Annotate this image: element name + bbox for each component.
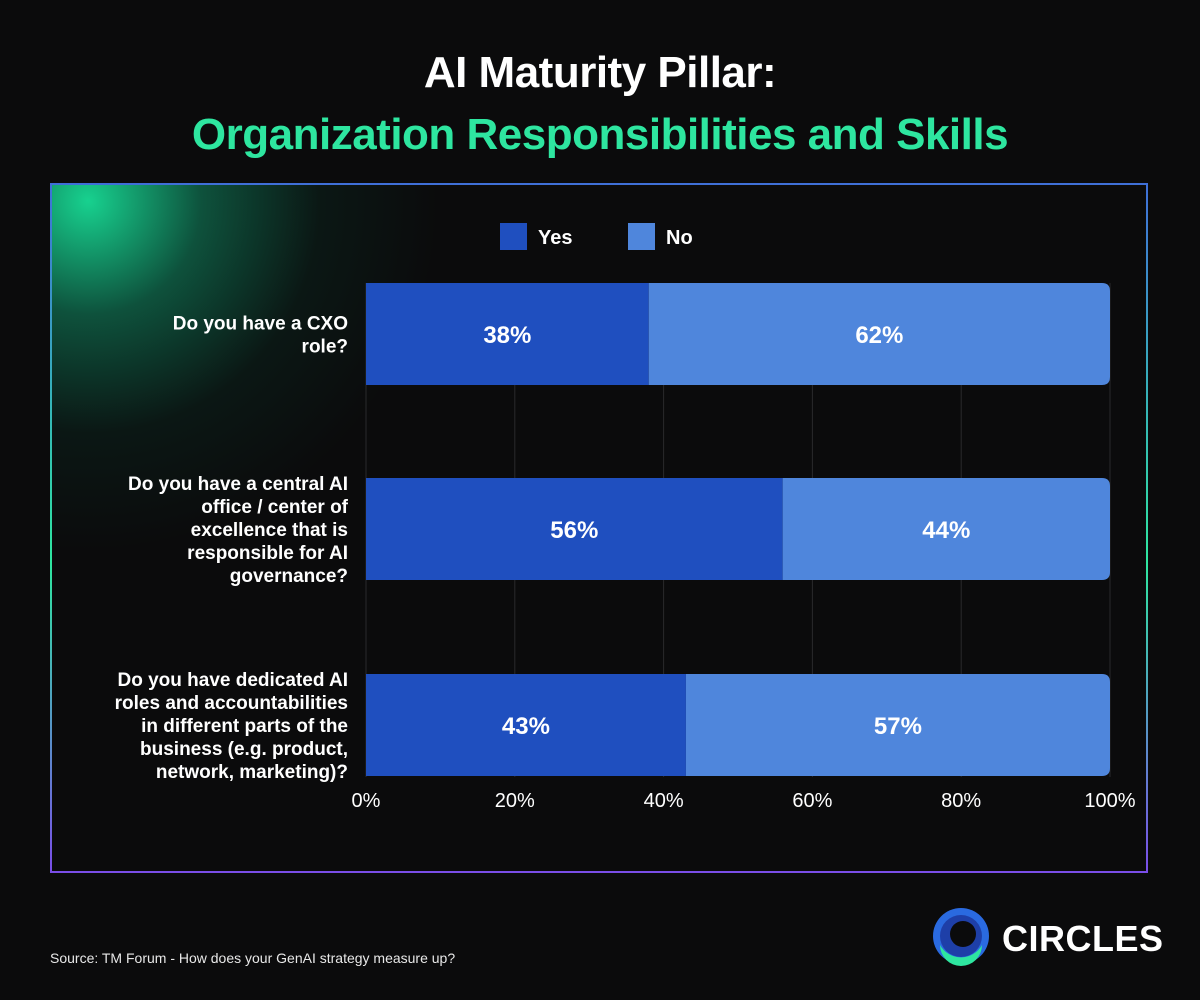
legend-swatch-no bbox=[628, 223, 655, 250]
brand-name: CIRCLES bbox=[1002, 918, 1164, 959]
category-label-line: network, marketing)? bbox=[156, 762, 348, 783]
category-label-line: responsible for AI bbox=[187, 543, 348, 564]
category-label-line: excellence that is bbox=[191, 520, 348, 541]
legend-label: Yes bbox=[538, 227, 572, 249]
x-tick-label: 0% bbox=[352, 790, 381, 812]
data-label: 57% bbox=[874, 713, 922, 740]
source-note: Source: TM Forum - How does your GenAI s… bbox=[50, 950, 456, 966]
category-label-line: Do you have a CXO bbox=[173, 314, 348, 335]
category-label-line: governance? bbox=[230, 566, 348, 587]
data-label: 62% bbox=[855, 322, 903, 349]
data-label: 56% bbox=[550, 517, 598, 544]
category-label-line: business (e.g. product, bbox=[140, 739, 348, 760]
bar-no bbox=[648, 283, 1110, 385]
legend-label: No bbox=[666, 227, 693, 249]
x-tick-label: 20% bbox=[495, 790, 535, 812]
category-label: Do you have dedicated AI roles and accoun… bbox=[115, 670, 348, 783]
bar-yes bbox=[366, 478, 783, 580]
data-label: 44% bbox=[922, 517, 970, 544]
legend-swatch-yes bbox=[500, 223, 527, 250]
data-label: 38% bbox=[483, 322, 531, 349]
stacked-bar-chart: 0% 20% 40% 60% 80% 100% 38% 62% Do you have a CX… bbox=[115, 223, 1136, 812]
category-label-line: in different parts of the bbox=[141, 716, 348, 737]
circles-logo: CIRCLES bbox=[930, 905, 1163, 967]
chart-subtitle: Organization Responsibilities and Skills bbox=[191, 110, 1009, 159]
category-label: Do you have a central AI office / center … bbox=[128, 474, 349, 587]
bar-yes bbox=[366, 674, 686, 776]
x-tick-label: 60% bbox=[792, 790, 832, 812]
bar-no bbox=[782, 478, 1110, 580]
chart-title: AI Maturity Pillar: bbox=[423, 48, 777, 97]
category-label-line: Do you have dedicated AI bbox=[117, 670, 348, 691]
data-label: 43% bbox=[502, 713, 550, 740]
bar-yes bbox=[366, 283, 649, 385]
x-tick-label: 40% bbox=[644, 790, 684, 812]
chart-frame: 0% 20% 40% 60% 80% 100% 38% 62% Do you have a CX… bbox=[50, 183, 1148, 873]
bar-no bbox=[685, 674, 1110, 776]
category-label: Do you have a CXO role? bbox=[173, 314, 348, 358]
category-label-line: office / center of bbox=[201, 497, 348, 518]
category-label-line: role? bbox=[302, 337, 348, 358]
circles-logo-icon bbox=[933, 908, 989, 966]
category-label-line: roles and accountabilities bbox=[115, 693, 348, 714]
category-label-line: Do you have a central AI bbox=[128, 474, 348, 495]
x-tick-label: 100% bbox=[1084, 790, 1135, 812]
x-tick-label: 80% bbox=[941, 790, 981, 812]
